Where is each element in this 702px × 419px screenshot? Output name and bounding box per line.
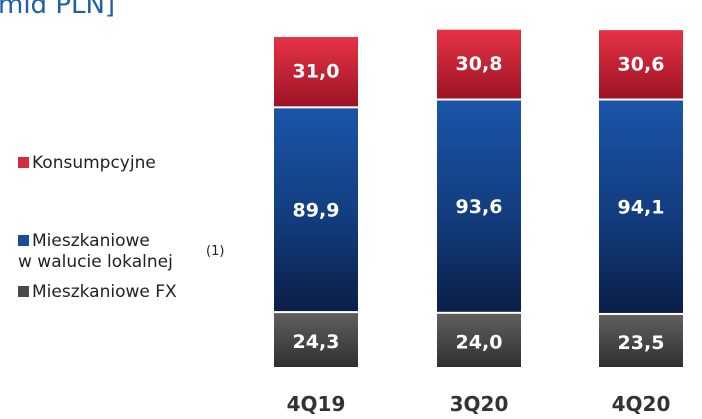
bar-segment-4q19-fx [274, 313, 358, 367]
bar-segment-4q19-local [274, 108, 358, 312]
x-tick-label: 4Q19 [287, 392, 346, 416]
data-label: 93,6 [456, 196, 503, 218]
legend-label: Mieszkaniowe FX [32, 282, 177, 302]
legend-label: Konsumpcyjne [32, 153, 156, 173]
legend-swatch-gray [18, 286, 29, 297]
bar-segment-4q19-consumer [274, 37, 358, 107]
legend-item-mieszkaniowe-fx: Mieszkaniowe FX [18, 282, 177, 303]
legend-label-line2: w walucie lokalnej [18, 252, 173, 272]
data-label: 24,3 [293, 331, 340, 353]
legend-swatch-red [18, 157, 29, 168]
data-label: 30,6 [618, 53, 665, 75]
bar-segment-4q20-fx [599, 314, 683, 367]
bar-segment-3q20-fx [437, 313, 521, 367]
data-label: 24,0 [456, 331, 503, 353]
x-tick-label: 4Q20 [612, 392, 671, 416]
data-label: 89,9 [293, 200, 340, 222]
bar-segment-3q20-consumer [437, 29, 521, 99]
legend-label-line1: Mieszkaniowe [32, 231, 150, 251]
data-label: 23,5 [618, 332, 665, 354]
legend-footnote: (1) [206, 244, 225, 259]
chart-title: mld PLN] [0, 0, 116, 20]
data-label: 31,0 [293, 61, 340, 83]
bar-segment-4q20-local [599, 100, 683, 313]
bar-segment-4q20-consumer [599, 30, 683, 99]
legend-item-konsumpcyjne: Konsumpcyjne [18, 153, 156, 174]
legend-item-mieszkaniowe-local: Mieszkaniowe w walucie lokalnej (1) [18, 231, 224, 273]
legend-swatch-blue [18, 235, 29, 246]
bar-segment-3q20-local [437, 100, 521, 312]
data-label: 94,1 [618, 197, 665, 219]
x-tick-label: 3Q20 [450, 392, 509, 416]
data-label: 30,8 [456, 53, 503, 75]
